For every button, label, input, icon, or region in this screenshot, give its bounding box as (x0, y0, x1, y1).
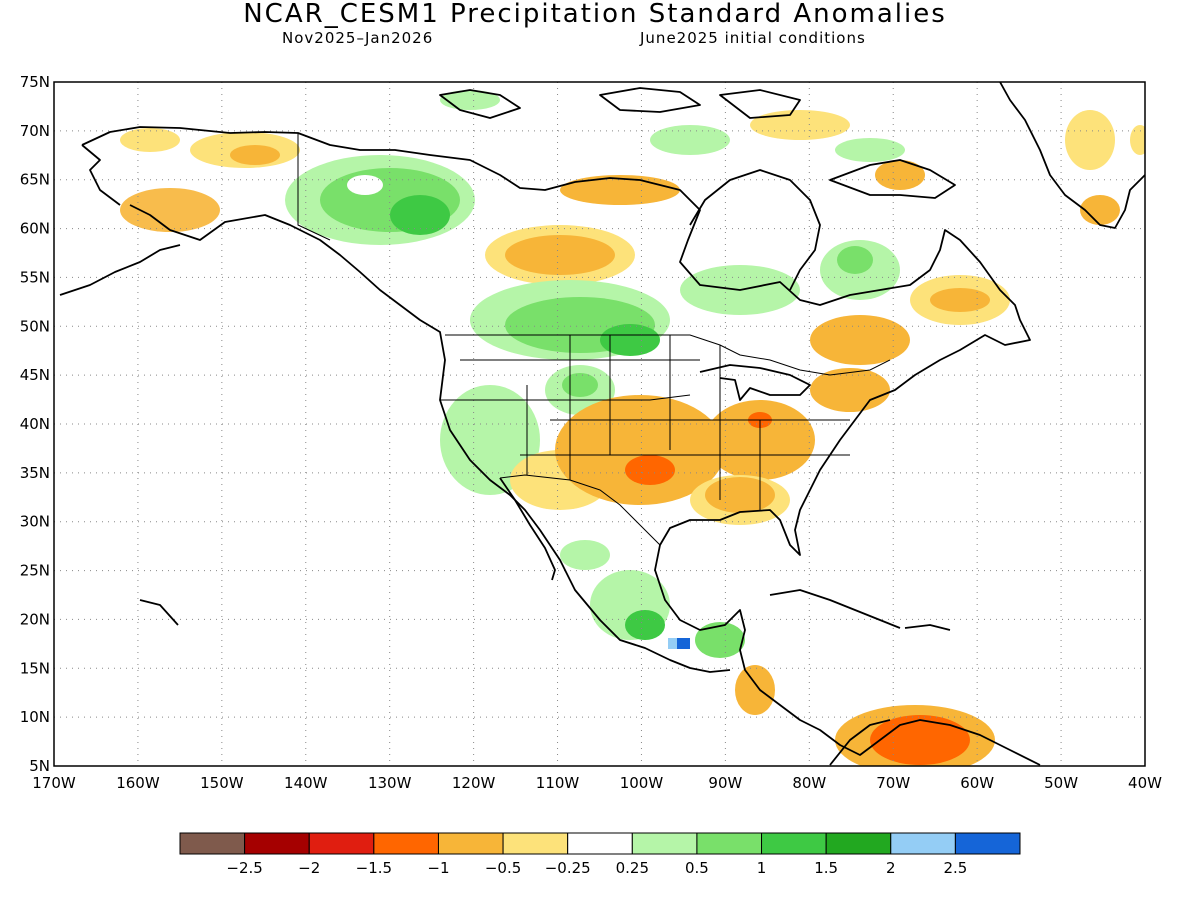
lat-tick-label: 5N (29, 757, 50, 775)
lon-tick-label: 60W (960, 774, 994, 792)
lon-tick-label: 150W (200, 774, 244, 792)
lon-tick-label: 160W (116, 774, 160, 792)
colorbar-swatch (244, 832, 310, 855)
lat-tick-label: 65N (20, 171, 50, 189)
lat-tick-label: 10N (20, 708, 50, 726)
colorbar-label: −1 (427, 859, 449, 877)
colorbar-swatch (696, 832, 763, 855)
lon-tick-label: 40W (1128, 774, 1162, 792)
lon-tick-label: 80W (792, 774, 826, 792)
lat-tick-label: 70N (20, 122, 50, 140)
colorbar-label: 0.5 (685, 859, 709, 877)
lon-tick-label: 50W (1044, 774, 1078, 792)
colorbar-label: −2.5 (226, 859, 262, 877)
colorbar-label: 0.25 (616, 859, 649, 877)
colorbar-swatch (954, 832, 1021, 855)
colorbar-swatch (308, 832, 375, 855)
colorbar-label: −2 (298, 859, 320, 877)
canada-us-border (445, 334, 891, 376)
lat-tick-label: 45N (20, 366, 50, 384)
colorbar-swatch (825, 832, 892, 855)
lat-tick-label: 55N (20, 268, 50, 286)
forecast-period: Nov2025–Jan2026 (282, 29, 434, 47)
longitude-labels: 170W 160W 150W 140W 130W 120W 110W 100W 90W 80W 70… (32, 774, 1162, 792)
us-mexico-border (499, 474, 661, 546)
lat-tick-label: 35N (20, 464, 50, 482)
colorbar-swatch (631, 832, 698, 855)
lon-tick-label: 90W (708, 774, 742, 792)
colorbar-label: −0.5 (485, 859, 521, 877)
colorbar-label: 1.5 (814, 859, 838, 877)
colorbar-swatch (890, 832, 956, 855)
lat-tick-label: 50N (20, 317, 50, 335)
colorbar-labels: −2.5 −2 −1.5 −1 −0.5 −0.25 0.25 0.5 1 1.5 2 2.5 (226, 859, 967, 877)
lat-tick-label: 30N (20, 513, 50, 531)
initial-conditions: June2025 initial conditions (640, 29, 866, 47)
political-boundaries (297, 133, 891, 546)
greenland (999, 82, 1145, 229)
lat-tick-label: 60N (20, 220, 50, 238)
lat-tick-label: 15N (20, 659, 50, 677)
hudson-bay (689, 169, 821, 291)
north-america-coast (81, 126, 1041, 766)
colorbar-swatch (761, 832, 827, 855)
colorbar-label: 2 (886, 859, 896, 877)
lon-tick-label: 140W (284, 774, 328, 792)
lat-tick-label: 75N (20, 73, 50, 91)
colorbar-swatch (373, 832, 439, 855)
colorbar-label: 1 (757, 859, 767, 877)
colorbar-swatch (567, 832, 633, 855)
colorbar-label: −1.5 (356, 859, 392, 877)
colorbar-swatch (437, 832, 504, 855)
latitude-labels: 75N 70N 65N 60N 55N 50N 45N 40N 35N 30N 25N 20N 15N 1… (20, 73, 50, 775)
colorbar (179, 832, 1021, 855)
lon-tick-label: 170W (32, 774, 76, 792)
lat-tick-label: 40N (20, 415, 50, 433)
lon-tick-label: 120W (452, 774, 496, 792)
anomaly-shading (120, 90, 1145, 766)
lon-tick-label: 70W (876, 774, 910, 792)
map-frame (53, 81, 1146, 767)
colorbar-swatch (502, 832, 569, 855)
colorbar-label: −0.25 (545, 859, 591, 877)
lat-tick-label: 20N (20, 610, 50, 628)
map-gridlines (54, 82, 1145, 766)
lat-tick-label: 25N (20, 562, 50, 580)
colorbar-swatch (179, 832, 246, 855)
lon-tick-label: 100W (620, 774, 664, 792)
lon-tick-label: 110W (536, 774, 580, 792)
colorbar-label: 2.5 (943, 859, 967, 877)
alaska-canada-border (297, 133, 331, 241)
map-title: NCAR_CESM1 Precipitation Standard Anomal… (243, 0, 947, 29)
lon-tick-label: 130W (368, 774, 412, 792)
